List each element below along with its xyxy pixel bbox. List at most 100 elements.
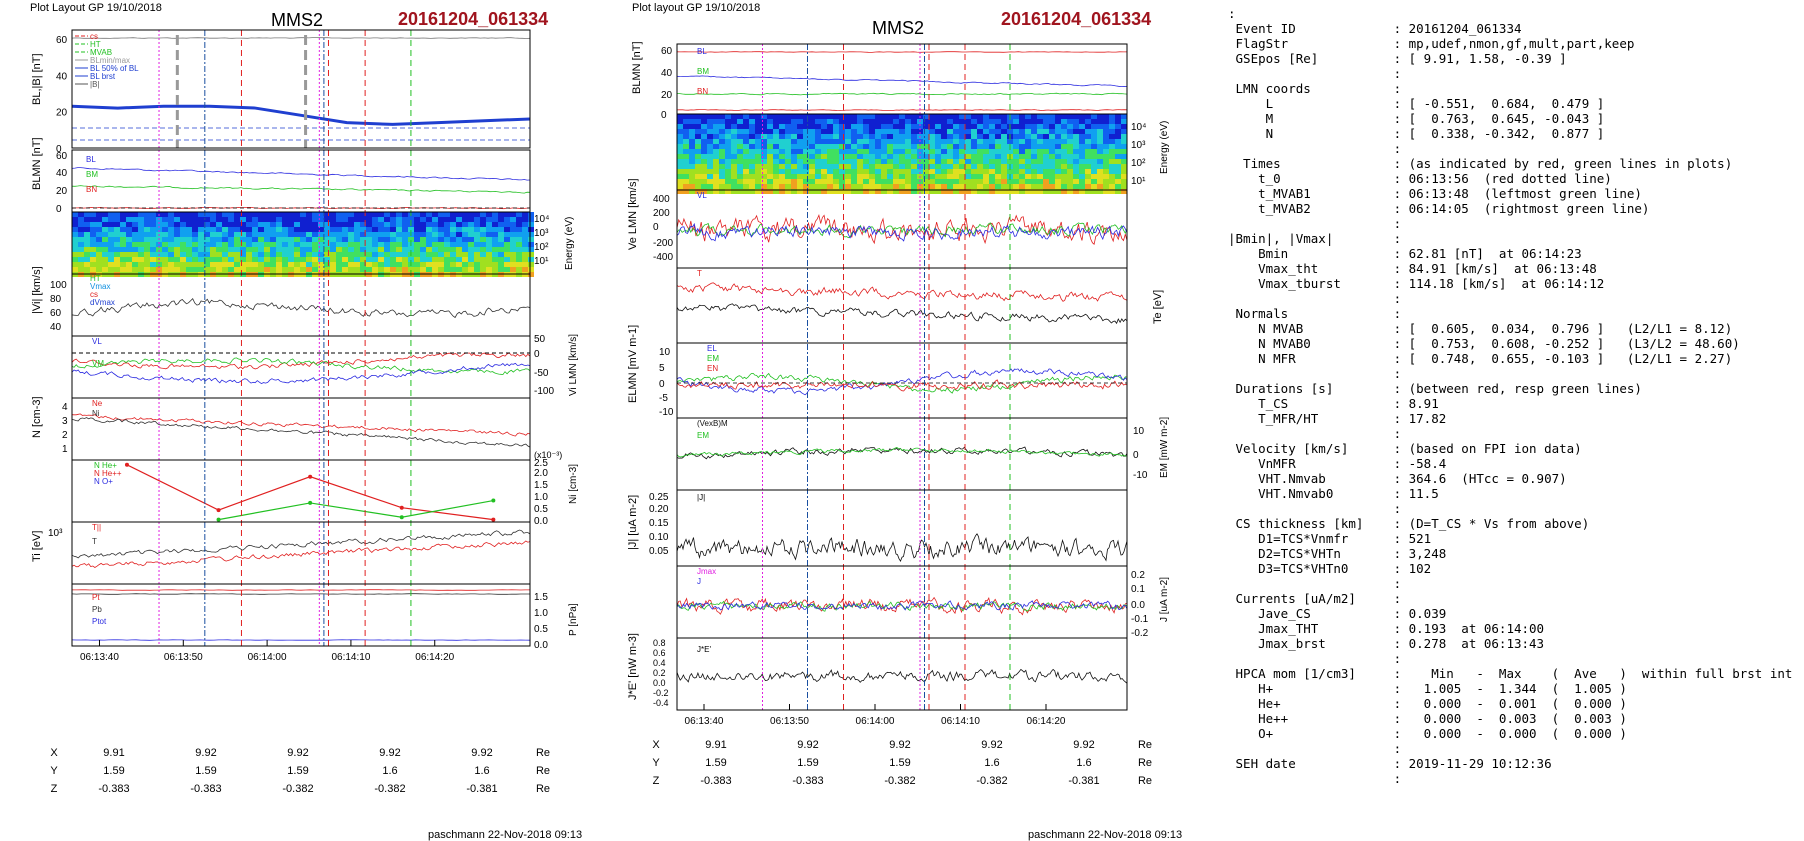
left-panel-N — [71, 397, 531, 461]
left-time-tick-2: 06:14:00 — [248, 652, 287, 663]
mid-Te-legend-0: T — [697, 269, 702, 278]
left-ephemeris-row: Y 1.59 1.59 1.59 1.6 1.6 Re — [40, 762, 558, 780]
left-P-ytick-0.5: 0.5 — [534, 624, 548, 635]
left-Nhpca-point-0-2 — [308, 474, 313, 479]
left-ephemeris-cell: 9.92 — [287, 747, 309, 759]
left-BLMN-legend-2: BN — [86, 185, 97, 194]
mid-E-ylabel: ELMN [mV m-1] — [627, 325, 639, 403]
mid-time-tick-3: 06:14:10 — [941, 716, 980, 727]
left-VL-line — [71, 352, 531, 370]
mid-J-legend-0: |J| — [697, 493, 705, 502]
left-Nhpca-point-1-3 — [491, 498, 496, 503]
left-Nhpca-scale: (x10⁻³) — [534, 450, 562, 460]
event-info-line: L : [ -0.551, 0.684, 0.479 ] — [1228, 96, 1605, 111]
event-info-line: HPCA mom [1/cm3] : Min - Max ( Ave ) wit… — [1228, 666, 1793, 681]
left-BLMN-ytick-40: 40 — [56, 168, 68, 179]
middle-event-tag: 20161204_061334 — [1001, 9, 1152, 29]
mid-Ve-ytick-0: 0 — [653, 222, 659, 233]
left-Vi-ytick-60: 60 — [50, 308, 62, 319]
mid-E-ytick--10: -10 — [659, 407, 674, 418]
left-Ne-line — [71, 413, 531, 437]
event-info-line: : — [1228, 771, 1402, 786]
mid-J-ylabel: |J| [uA m-2] — [627, 495, 639, 550]
mid-Ve-ylabel: Ve LMN [km/s] — [627, 178, 639, 250]
left-P-legend-0: Pt — [92, 593, 100, 602]
mid-BLMN-ytick-40: 40 — [661, 68, 673, 79]
left-B-ytick-0: 0 — [56, 144, 62, 155]
left-Nhpca-ytick-1.0: 1.0 — [534, 492, 548, 503]
left-Nhpca-legend-1: N He++ — [94, 469, 122, 478]
mid-JE-ytick-0.2: 0.2 — [653, 668, 666, 678]
left-B-legend-2: MVAB — [90, 48, 112, 57]
mid-Te-line — [676, 303, 1128, 325]
mid-J-line — [676, 533, 1128, 562]
event-info-line: He+ : 0.000 - 0.001 ( 0.000 ) — [1228, 696, 1627, 711]
mid-BLMN-ytick-20: 20 — [661, 90, 673, 101]
left-time-tick-3: 06:14:10 — [331, 652, 370, 663]
left-ephemeris-cell: 9.91 — [103, 747, 125, 759]
left-spec-ytick-3: 10⁴ — [534, 214, 549, 225]
event-info-line: LMN coords : — [1228, 81, 1402, 96]
left-N-ytick-1: 1 — [62, 444, 68, 455]
middle-ephemeris-cell: 1.59 — [797, 757, 819, 769]
mid-Ve-legend-0: VL — [697, 191, 707, 200]
mid-JE-line — [676, 668, 1128, 684]
middle-ephemeris-cell: 1.6 — [1076, 757, 1092, 769]
left-event-tag: 20161204_061334 — [398, 9, 549, 29]
mid-BLMN-ytick-60: 60 — [661, 46, 673, 57]
event-info-line: Velocity [km/s] : (based on FPI ion data… — [1228, 441, 1582, 456]
event-info-line: VnMFR : -58.4 — [1228, 456, 1447, 471]
mid-Te-ylabel: Te [eV] — [1152, 290, 1164, 324]
mid-JE-ytick-0.6: 0.6 — [653, 648, 666, 658]
middle-ephemeris-cell: 9.92 — [1073, 739, 1095, 751]
left-Nhpca-point-0-0 — [124, 462, 129, 467]
mid-panel-JE — [676, 637, 1128, 711]
left-time-tick-4: 06:14:20 — [415, 652, 454, 663]
left-Nhpca-point-0-1 — [216, 508, 221, 513]
mid-JL-line — [676, 596, 1128, 616]
mid-E-ytick-5: 5 — [659, 363, 665, 374]
mid-JE-ytick--0.4: -0.4 — [653, 698, 669, 708]
mid-JLMN-ytick--0.2: -0.2 — [1131, 628, 1149, 639]
event-info-line: Vmax_tburst : 114.18 [km/s] at 06:14:12 — [1228, 276, 1605, 291]
event-info-line: He++ : 0.000 - 0.003 ( 0.003 ) — [1228, 711, 1627, 726]
mid-EM-ytick--10: -10 — [1133, 470, 1148, 481]
mid-JLMN-ytick-0.1: 0.1 — [1131, 584, 1145, 595]
left-P-ytick-1.0: 1.0 — [534, 608, 548, 619]
mid-EM2-line — [676, 447, 1128, 458]
mid-JLMN-ytick-0.2: 0.2 — [1131, 570, 1145, 581]
left-BLMN-legend-0: BL — [86, 155, 96, 164]
left-spec-ytick-2: 10³ — [534, 228, 549, 239]
event-info-line: : — [1228, 216, 1402, 231]
mid-EM-ytick-0: 0 — [1133, 450, 1139, 461]
left-spec-ytick-0: 10¹ — [534, 256, 549, 267]
left-spec-ytick-1: 10² — [534, 242, 549, 253]
event-info-line: SEH date : 2019-11-29 10:12:36 — [1228, 756, 1552, 771]
mid-JLMN-legend-0: Jmax — [697, 567, 716, 576]
left-N-legend-1: Ni — [92, 409, 100, 418]
left-BL-line — [71, 167, 531, 181]
left-panel-BLMN — [71, 149, 531, 213]
left-BLMN-ytick-60: 60 — [56, 151, 68, 162]
event-info-line: t_MVAB1 : 06:13:48 (leftmost green line) — [1228, 186, 1642, 201]
left-P-legend-1: Pb — [92, 605, 102, 614]
left-Pb-line — [71, 593, 530, 595]
middle-plot-figure: 0 20 40 60 BL BM BN BLMN [nT] 10¹ 10² 10³ 10⁴ Energy… — [627, 41, 1170, 727]
middle-ephemeris-cell: 9.91 — [705, 739, 727, 751]
left-panel-Nh — [71, 459, 531, 523]
left-Vi-legend-3: dVmax — [90, 298, 115, 307]
event-info-line: O+ : 0.000 - 0.000 ( 0.000 ) — [1228, 726, 1627, 741]
event-info-line: : — [1228, 741, 1402, 756]
event-info-line: : — [1228, 651, 1402, 666]
event-info-line: VHT.Nmvab : 364.6 (HTcc = 0.907) — [1228, 471, 1567, 486]
mid-Ve-ytick--200: -200 — [653, 238, 673, 249]
left-Nhpca-line-0 — [126, 464, 494, 521]
middle-spacecraft-title: MMS2 — [872, 18, 925, 38]
mid-spec-ytick-2: 10³ — [1131, 140, 1146, 151]
mid-BLMN-top-line — [676, 51, 1127, 53]
event-info-line: CS thickness [km] : (D=T_CS * Vs from ab… — [1228, 516, 1590, 531]
event-info-line: N MFR : [ 0.748, 0.655, -0.103 ] (L2/L1 … — [1228, 351, 1733, 366]
mid-Ve-ytick--400: -400 — [653, 252, 673, 263]
left-ephemeris-cell: 9.92 — [471, 747, 493, 759]
mid-BL-line — [676, 75, 1128, 88]
